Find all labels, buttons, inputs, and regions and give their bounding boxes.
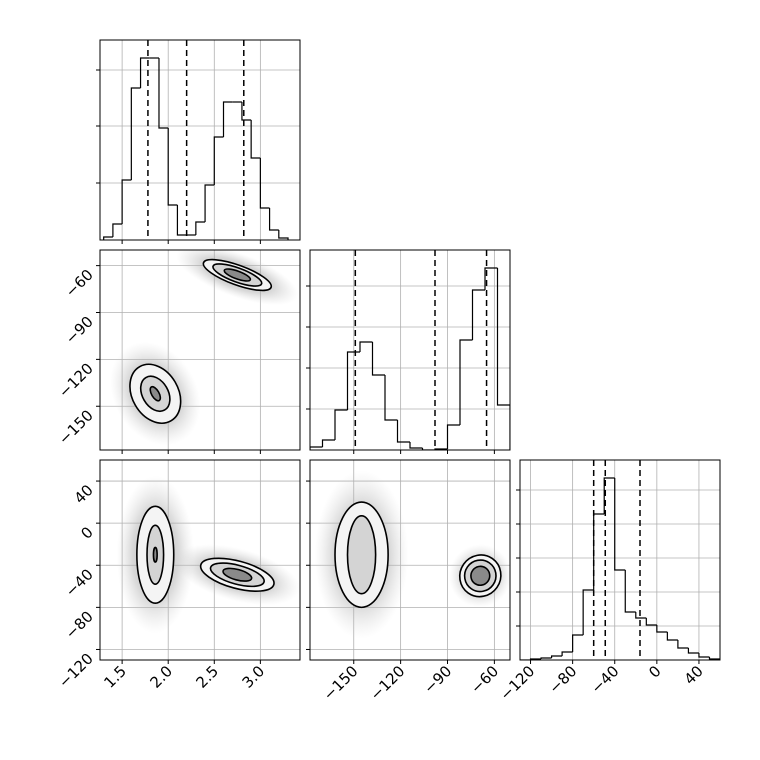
hist-step xyxy=(656,625,668,633)
y-tick-label: −120 xyxy=(55,650,97,692)
panel-frame xyxy=(99,459,301,661)
hist-step xyxy=(540,657,552,659)
histogram xyxy=(103,40,289,240)
panel-frame xyxy=(519,459,721,661)
hist-step xyxy=(471,289,485,340)
y-tick-label: −40 xyxy=(62,565,97,600)
x-tick-label: 2.0 xyxy=(146,662,176,692)
hist-step xyxy=(582,589,594,635)
contour xyxy=(222,567,253,582)
hist-step xyxy=(550,655,563,658)
hist-step xyxy=(708,657,720,660)
x-tick-label: −150 xyxy=(320,662,362,704)
hist-step xyxy=(139,57,150,88)
hist-step xyxy=(603,477,615,514)
x-tick-label: −90 xyxy=(420,662,455,697)
hist-step xyxy=(321,439,335,447)
hist-step xyxy=(496,268,510,450)
hist-step xyxy=(268,208,279,231)
hist-step xyxy=(250,120,261,159)
y-tick-label: −80 xyxy=(62,607,97,642)
hist-step xyxy=(334,409,348,440)
x-tick-label: −40 xyxy=(587,662,622,697)
hist-step xyxy=(421,448,435,450)
hist-step xyxy=(572,634,584,652)
histogram xyxy=(310,250,510,450)
hist-step xyxy=(384,375,398,421)
x-tick-label: −80 xyxy=(545,662,580,697)
hist-step xyxy=(278,230,289,240)
hist-step xyxy=(121,179,132,224)
hist-step xyxy=(259,158,270,209)
hist-step xyxy=(167,128,178,206)
contour xyxy=(149,385,162,402)
hist-step xyxy=(614,478,626,571)
x-tick-label: 3.0 xyxy=(239,662,269,692)
pair-panel xyxy=(110,250,299,446)
panel-frame xyxy=(309,459,511,661)
y-tick-label: −120 xyxy=(55,359,97,401)
x-tick-label: −120 xyxy=(496,662,538,704)
y-tick-label: −60 xyxy=(62,266,97,301)
contour xyxy=(152,546,158,563)
hist-step xyxy=(666,632,678,641)
contour xyxy=(346,514,377,595)
y-tick-label: −150 xyxy=(55,406,97,448)
hist-step xyxy=(213,136,224,185)
x-tick-label: 1.5 xyxy=(100,662,130,692)
hist-step xyxy=(158,58,169,129)
hist-step xyxy=(176,205,187,236)
hist-step xyxy=(359,341,373,352)
hist-step xyxy=(241,102,252,121)
hist-step xyxy=(645,618,657,626)
hist-step xyxy=(195,221,206,235)
hist-step xyxy=(677,640,689,649)
histogram xyxy=(520,460,720,660)
contour xyxy=(223,268,252,282)
hist-step xyxy=(484,267,498,290)
hist-step xyxy=(112,223,123,237)
hist-step xyxy=(698,653,710,658)
y-tick-label: 40 xyxy=(71,481,97,507)
panel-frame xyxy=(99,249,301,451)
panel-frame xyxy=(309,249,511,451)
y-tick-label: 0 xyxy=(77,523,96,542)
hist-step xyxy=(396,420,410,443)
panel-frame xyxy=(99,39,301,241)
hist-step xyxy=(310,446,323,450)
hist-step xyxy=(687,648,699,654)
hist-step xyxy=(446,424,460,449)
contour xyxy=(470,565,491,587)
hist-step xyxy=(459,339,473,425)
x-tick-label: 40 xyxy=(681,662,707,688)
hist-step xyxy=(593,513,605,590)
pair-panel xyxy=(314,470,510,639)
hist-step xyxy=(204,184,215,222)
hist-step xyxy=(222,101,233,137)
hist-step xyxy=(409,442,423,449)
x-tick-label: 0 xyxy=(645,662,664,681)
hist-step xyxy=(561,651,573,656)
hist-step xyxy=(130,87,141,180)
hist-step xyxy=(371,342,385,376)
x-tick-label: 2.5 xyxy=(193,662,223,692)
hist-step xyxy=(103,236,113,240)
pair-panel xyxy=(116,475,300,634)
hist-step xyxy=(635,612,647,619)
y-tick-label: −90 xyxy=(62,313,97,348)
x-tick-label: −120 xyxy=(367,662,409,704)
hist-step xyxy=(624,570,636,613)
